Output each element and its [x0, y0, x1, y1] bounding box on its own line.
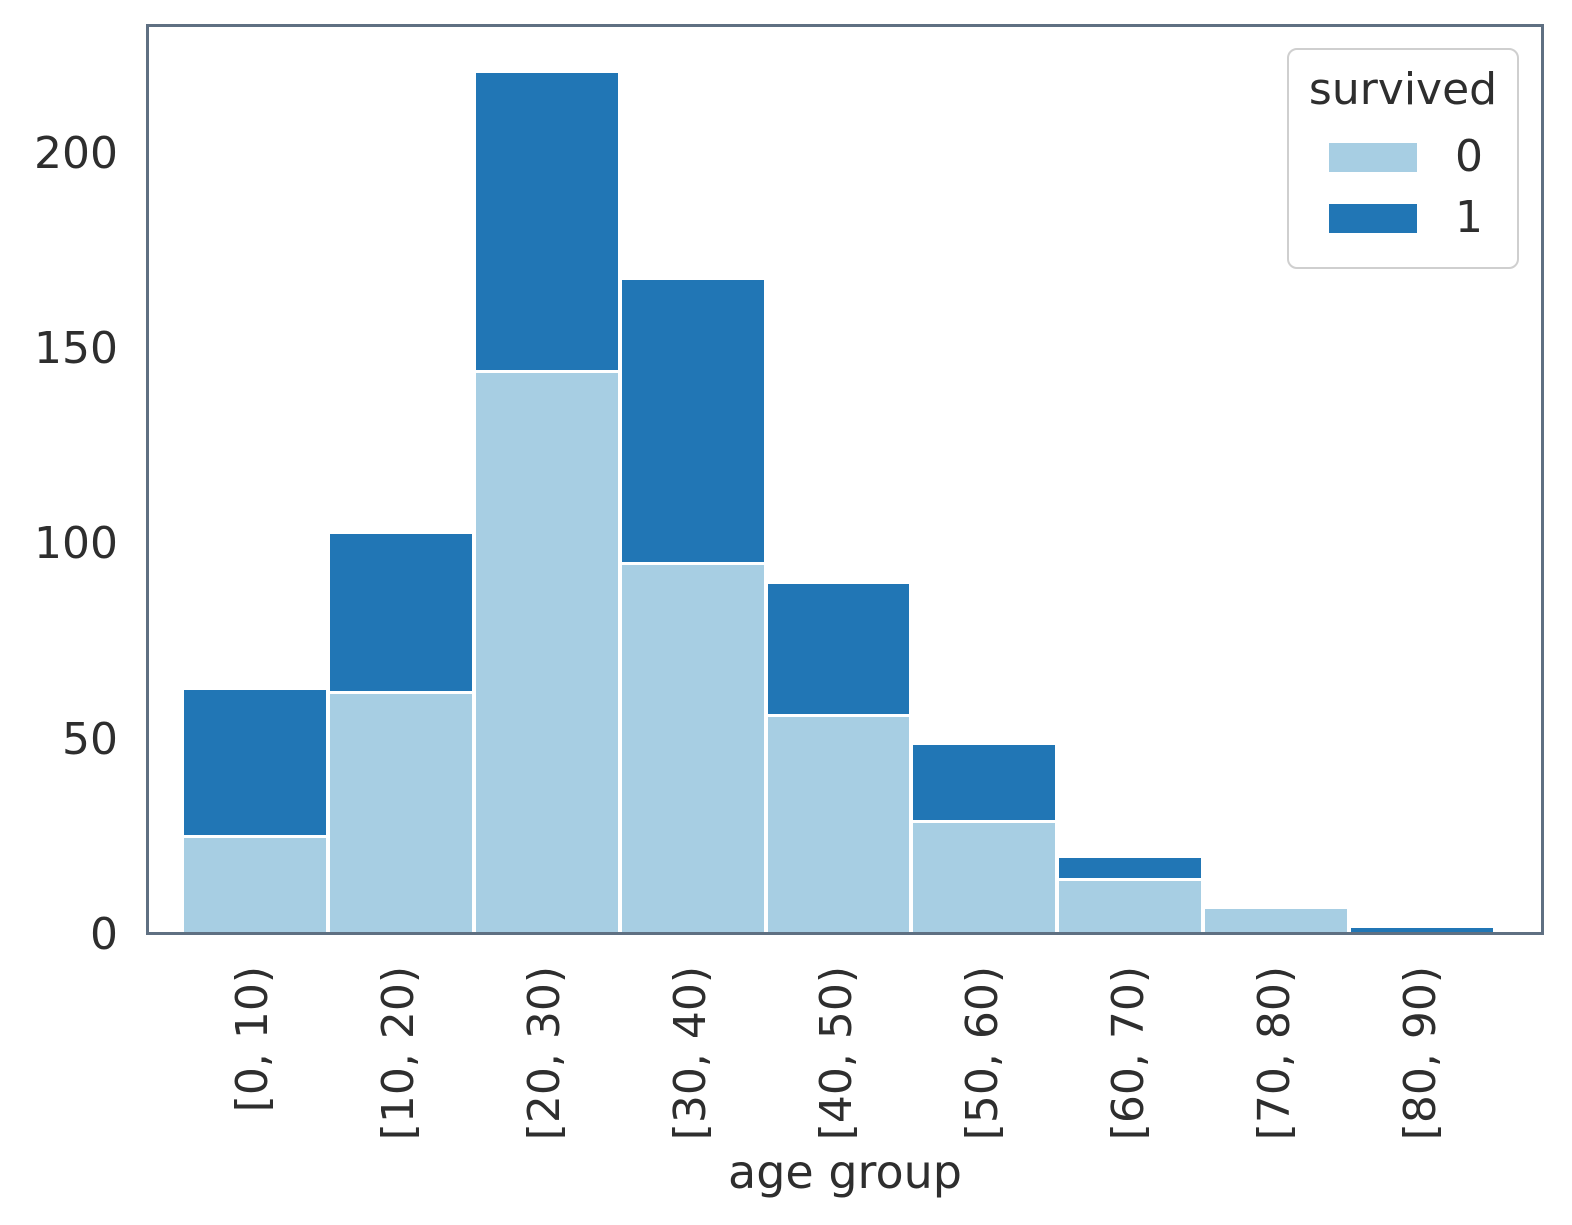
x-tick-cell: [0, 10) — [179, 966, 325, 1162]
x-tick-label: [60, 70) — [1102, 966, 1154, 1141]
x-tick-label: [20, 30) — [518, 966, 570, 1141]
bar-group-5 — [913, 744, 1056, 932]
bar-segment-survived-1 — [1351, 928, 1494, 932]
x-tick-label: [10, 20) — [372, 966, 424, 1141]
bar-segment-survived-0 — [475, 373, 618, 932]
bar-segment-survived-1 — [329, 533, 472, 691]
bar-segment-survived-1 — [1059, 857, 1202, 879]
x-tick-cell: [80, 90) — [1347, 966, 1493, 1162]
x-tick-label: [0, 10) — [226, 966, 278, 1113]
legend-swatch-survived-0-icon — [1329, 142, 1417, 172]
bar-segment-survived-1 — [475, 72, 618, 371]
x-tick-label: [40, 50) — [810, 966, 862, 1141]
legend-title: survived — [1308, 64, 1498, 115]
x-tick-cell: [10, 20) — [325, 966, 471, 1162]
x-tick-label: [50, 60) — [956, 966, 1008, 1141]
bar-segment-survived-0 — [329, 693, 472, 932]
bar-group-8 — [1351, 928, 1494, 932]
bar-segment-survived-0 — [913, 822, 1056, 932]
y-axis-ticks: 0 50 100 150 200 — [0, 0, 118, 1225]
bar-segment-survived-1 — [184, 689, 326, 836]
bar-group-4 — [767, 584, 910, 932]
x-tick-label: [80, 90) — [1394, 966, 1446, 1141]
bar-segment-survived-1 — [913, 744, 1056, 820]
legend-swatch-survived-1-icon — [1329, 203, 1417, 233]
x-tick-cell: [20, 30) — [471, 966, 617, 1162]
bar-group-3 — [621, 279, 764, 932]
legend: survived 0 1 — [1287, 48, 1519, 269]
bar-segment-survived-0 — [184, 838, 326, 932]
bar-group-0 — [184, 689, 326, 932]
y-tick-label: 100 — [34, 518, 118, 570]
x-axis-ticks: [0, 10) [10, 20) [20, 30) [30, 40) [40, 50) [… — [179, 966, 1493, 1162]
y-tick-label: 200 — [34, 127, 118, 179]
legend-label-survived-1: 1 — [1455, 192, 1483, 243]
bar-segment-survived-0 — [1059, 881, 1202, 932]
x-tick-label: [30, 40) — [664, 966, 716, 1141]
y-tick-label: 150 — [34, 323, 118, 375]
bar-group-1 — [329, 533, 472, 932]
x-tick-cell: [30, 40) — [617, 966, 763, 1162]
legend-item-survived-0: 0 — [1329, 133, 1517, 181]
x-tick-cell: [70, 80) — [1201, 966, 1347, 1162]
bar-segment-survived-0 — [1205, 908, 1348, 932]
legend-label-survived-0: 0 — [1455, 131, 1483, 182]
bar-group-6 — [1059, 857, 1202, 932]
bars-container — [182, 27, 1495, 932]
x-tick-cell: [40, 50) — [763, 966, 909, 1162]
bar-group-7 — [1205, 908, 1348, 932]
plot-area: survived 0 1 — [146, 24, 1544, 935]
bar-segment-survived-1 — [767, 584, 910, 715]
bar-segment-survived-0 — [621, 564, 764, 932]
y-tick-label: 50 — [62, 713, 118, 765]
x-tick-label: [70, 80) — [1248, 966, 1300, 1141]
y-tick-label: 0 — [90, 909, 118, 960]
legend-item-survived-1: 1 — [1329, 194, 1517, 242]
x-tick-cell: [50, 60) — [909, 966, 1055, 1162]
bar-group-2 — [475, 72, 618, 932]
bar-segment-survived-0 — [767, 717, 910, 932]
x-tick-cell: [60, 70) — [1055, 966, 1201, 1162]
bar-segment-survived-1 — [621, 279, 764, 562]
x-axis-label: age group — [728, 1145, 962, 1199]
